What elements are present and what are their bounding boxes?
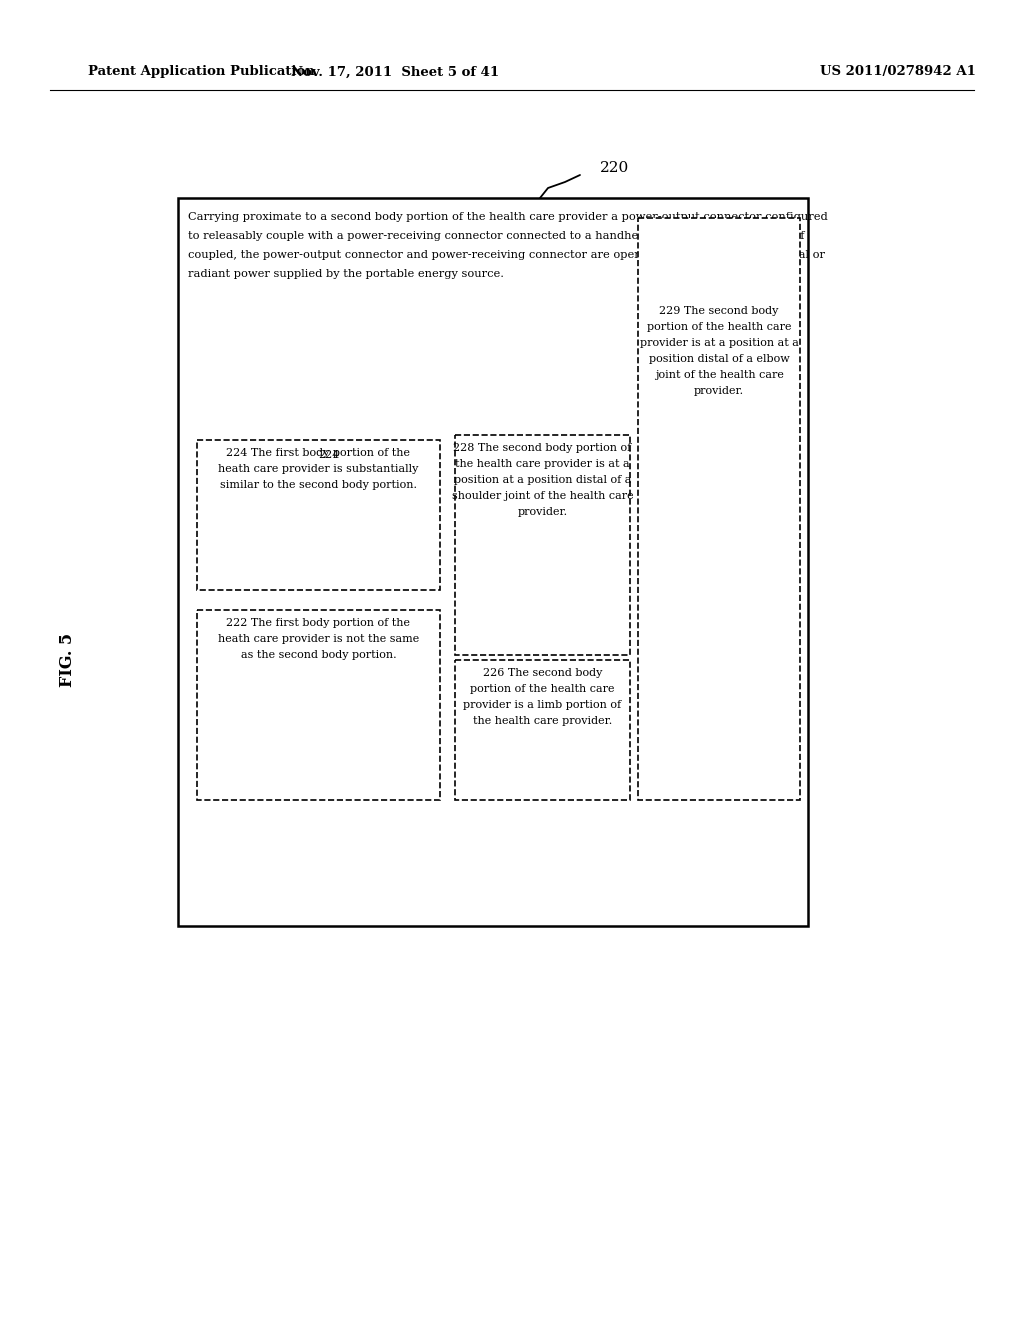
Text: as the second body portion.: as the second body portion. [241, 649, 396, 660]
Bar [197, 610, 440, 800]
Text: position at a position distal of a: position at a position distal of a [454, 475, 631, 484]
Text: shoulder joint of the health care: shoulder joint of the health care [452, 491, 633, 502]
Text: 229 The second body: 229 The second body [659, 306, 778, 315]
Text: Carrying proximate to a second body portion of the health care provider a power-: Carrying proximate to a second body port… [188, 213, 827, 222]
Text: the health care provider.: the health care provider. [473, 715, 612, 726]
Bar [638, 218, 800, 800]
Text: heath care provider is not the same: heath care provider is not the same [218, 634, 419, 644]
Text: 224 The first body portion of the: 224 The first body portion of the [226, 447, 411, 458]
Text: to releasably couple with a power-receiving connector connected to a handheld me: to releasably couple with a power-receiv… [188, 231, 805, 242]
Text: 224: 224 [318, 450, 340, 459]
Text: provider is a limb portion of: provider is a limb portion of [464, 700, 622, 710]
Text: provider.: provider. [694, 385, 744, 396]
Text: the health care provider is at a: the health care provider is at a [456, 459, 630, 469]
Text: position distal of a elbow: position distal of a elbow [648, 354, 790, 364]
Text: 226 The second body: 226 The second body [482, 668, 602, 678]
Text: 228 The second body portion of: 228 The second body portion of [454, 444, 632, 453]
Bar [455, 660, 630, 800]
Bar [455, 436, 630, 655]
Bar [197, 440, 440, 590]
Text: 220: 220 [600, 161, 630, 176]
Text: radiant power supplied by the portable energy source.: radiant power supplied by the portable e… [188, 269, 504, 279]
Text: Nov. 17, 2011  Sheet 5 of 41: Nov. 17, 2011 Sheet 5 of 41 [291, 66, 499, 78]
Bar [178, 198, 808, 927]
Text: similar to the second body portion.: similar to the second body portion. [220, 480, 417, 490]
Text: heath care provider is substantially: heath care provider is substantially [218, 465, 419, 474]
Text: portion of the health care: portion of the health care [647, 322, 792, 333]
Text: Patent Application Publication: Patent Application Publication [88, 66, 314, 78]
Text: US 2011/0278942 A1: US 2011/0278942 A1 [820, 66, 976, 78]
Text: portion of the health care: portion of the health care [470, 684, 614, 694]
Text: joint of the health care: joint of the health care [654, 370, 783, 380]
Text: coupled, the power-output connector and power-receiving connector are operable t: coupled, the power-output connector and … [188, 249, 825, 260]
Text: FIG. 5: FIG. 5 [59, 632, 77, 688]
Text: provider is at a position at a: provider is at a position at a [640, 338, 799, 348]
Text: 222 The first body portion of the: 222 The first body portion of the [226, 618, 411, 628]
Text: provider.: provider. [517, 507, 567, 517]
